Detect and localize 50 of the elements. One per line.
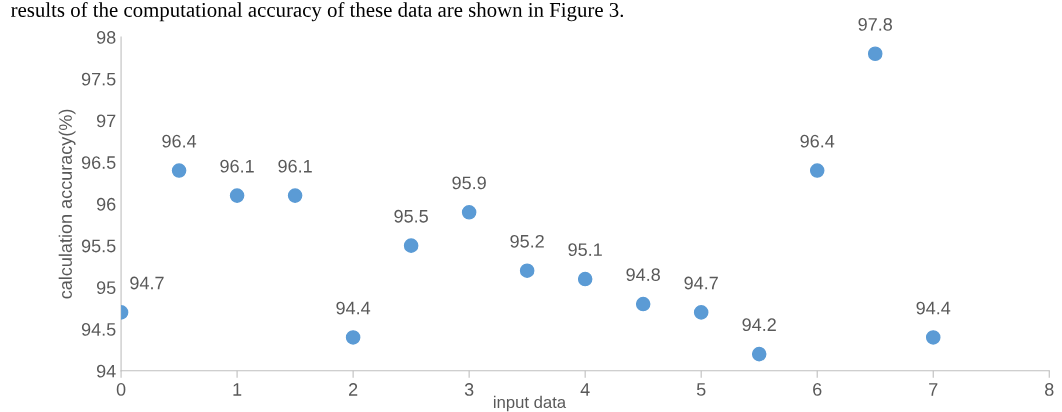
point — [519, 263, 535, 278]
point — [867, 46, 883, 62]
x-tick-label: 0 — [116, 383, 126, 396]
x-tick-label: 3 — [464, 383, 474, 396]
y-tick-label: 96 — [96, 197, 116, 211]
data-label: 94.2 — [742, 318, 776, 332]
data-label: 95.5 — [394, 209, 428, 223]
data-label: 96.4 — [162, 134, 197, 148]
y-axis-title: calculation accuracy(%) — [58, 109, 76, 299]
data-label: 94.7 — [130, 276, 164, 290]
point — [635, 296, 651, 312]
point — [345, 330, 361, 345]
x-tick-label: 6 — [813, 383, 822, 396]
point — [751, 346, 767, 362]
point — [577, 271, 593, 287]
y-tick-label: 94 — [96, 364, 116, 378]
data-label: 95.9 — [452, 176, 486, 190]
y-tick-label: 95 — [96, 281, 116, 295]
text: results of the computational accuracy of these data are shown in Figure 3. — [11, 2, 624, 22]
x-axis-title: input data — [493, 395, 567, 412]
data-label: 95.2 — [510, 234, 544, 248]
data-label: 97.8 — [858, 17, 893, 31]
y-tick-label: 95.5 — [81, 239, 116, 253]
point — [287, 188, 303, 203]
point — [229, 188, 245, 203]
x-tick-label: 8 — [1045, 383, 1054, 396]
data-label: 94.4 — [916, 301, 951, 315]
data-label: 96.4 — [800, 134, 835, 148]
data-label: 96.1 — [220, 159, 254, 173]
x-tick-label: 5 — [696, 383, 706, 396]
point — [461, 205, 477, 220]
data-label: 94.4 — [336, 301, 371, 315]
point — [403, 238, 419, 253]
x-tick-label: 1 — [233, 383, 242, 396]
data-label: 94.7 — [684, 276, 718, 290]
x-tick-label: 7 — [929, 383, 938, 396]
data-label: 94.8 — [626, 268, 660, 282]
point — [809, 163, 825, 178]
data-label: 95.1 — [568, 243, 602, 257]
data-label: 96.1 — [278, 159, 312, 173]
point — [171, 163, 187, 178]
point — [925, 330, 941, 345]
y-tick-label: 97 — [96, 114, 116, 128]
y-tick-label: 97.5 — [81, 72, 116, 86]
y-tick-label: 94.5 — [81, 323, 116, 336]
point — [693, 305, 709, 320]
x-tick-label: 2 — [349, 383, 358, 396]
y-tick-label: 98 — [96, 31, 116, 44]
y-tick-label: 96.5 — [81, 156, 116, 169]
x-tick-label: 4 — [580, 383, 590, 396]
